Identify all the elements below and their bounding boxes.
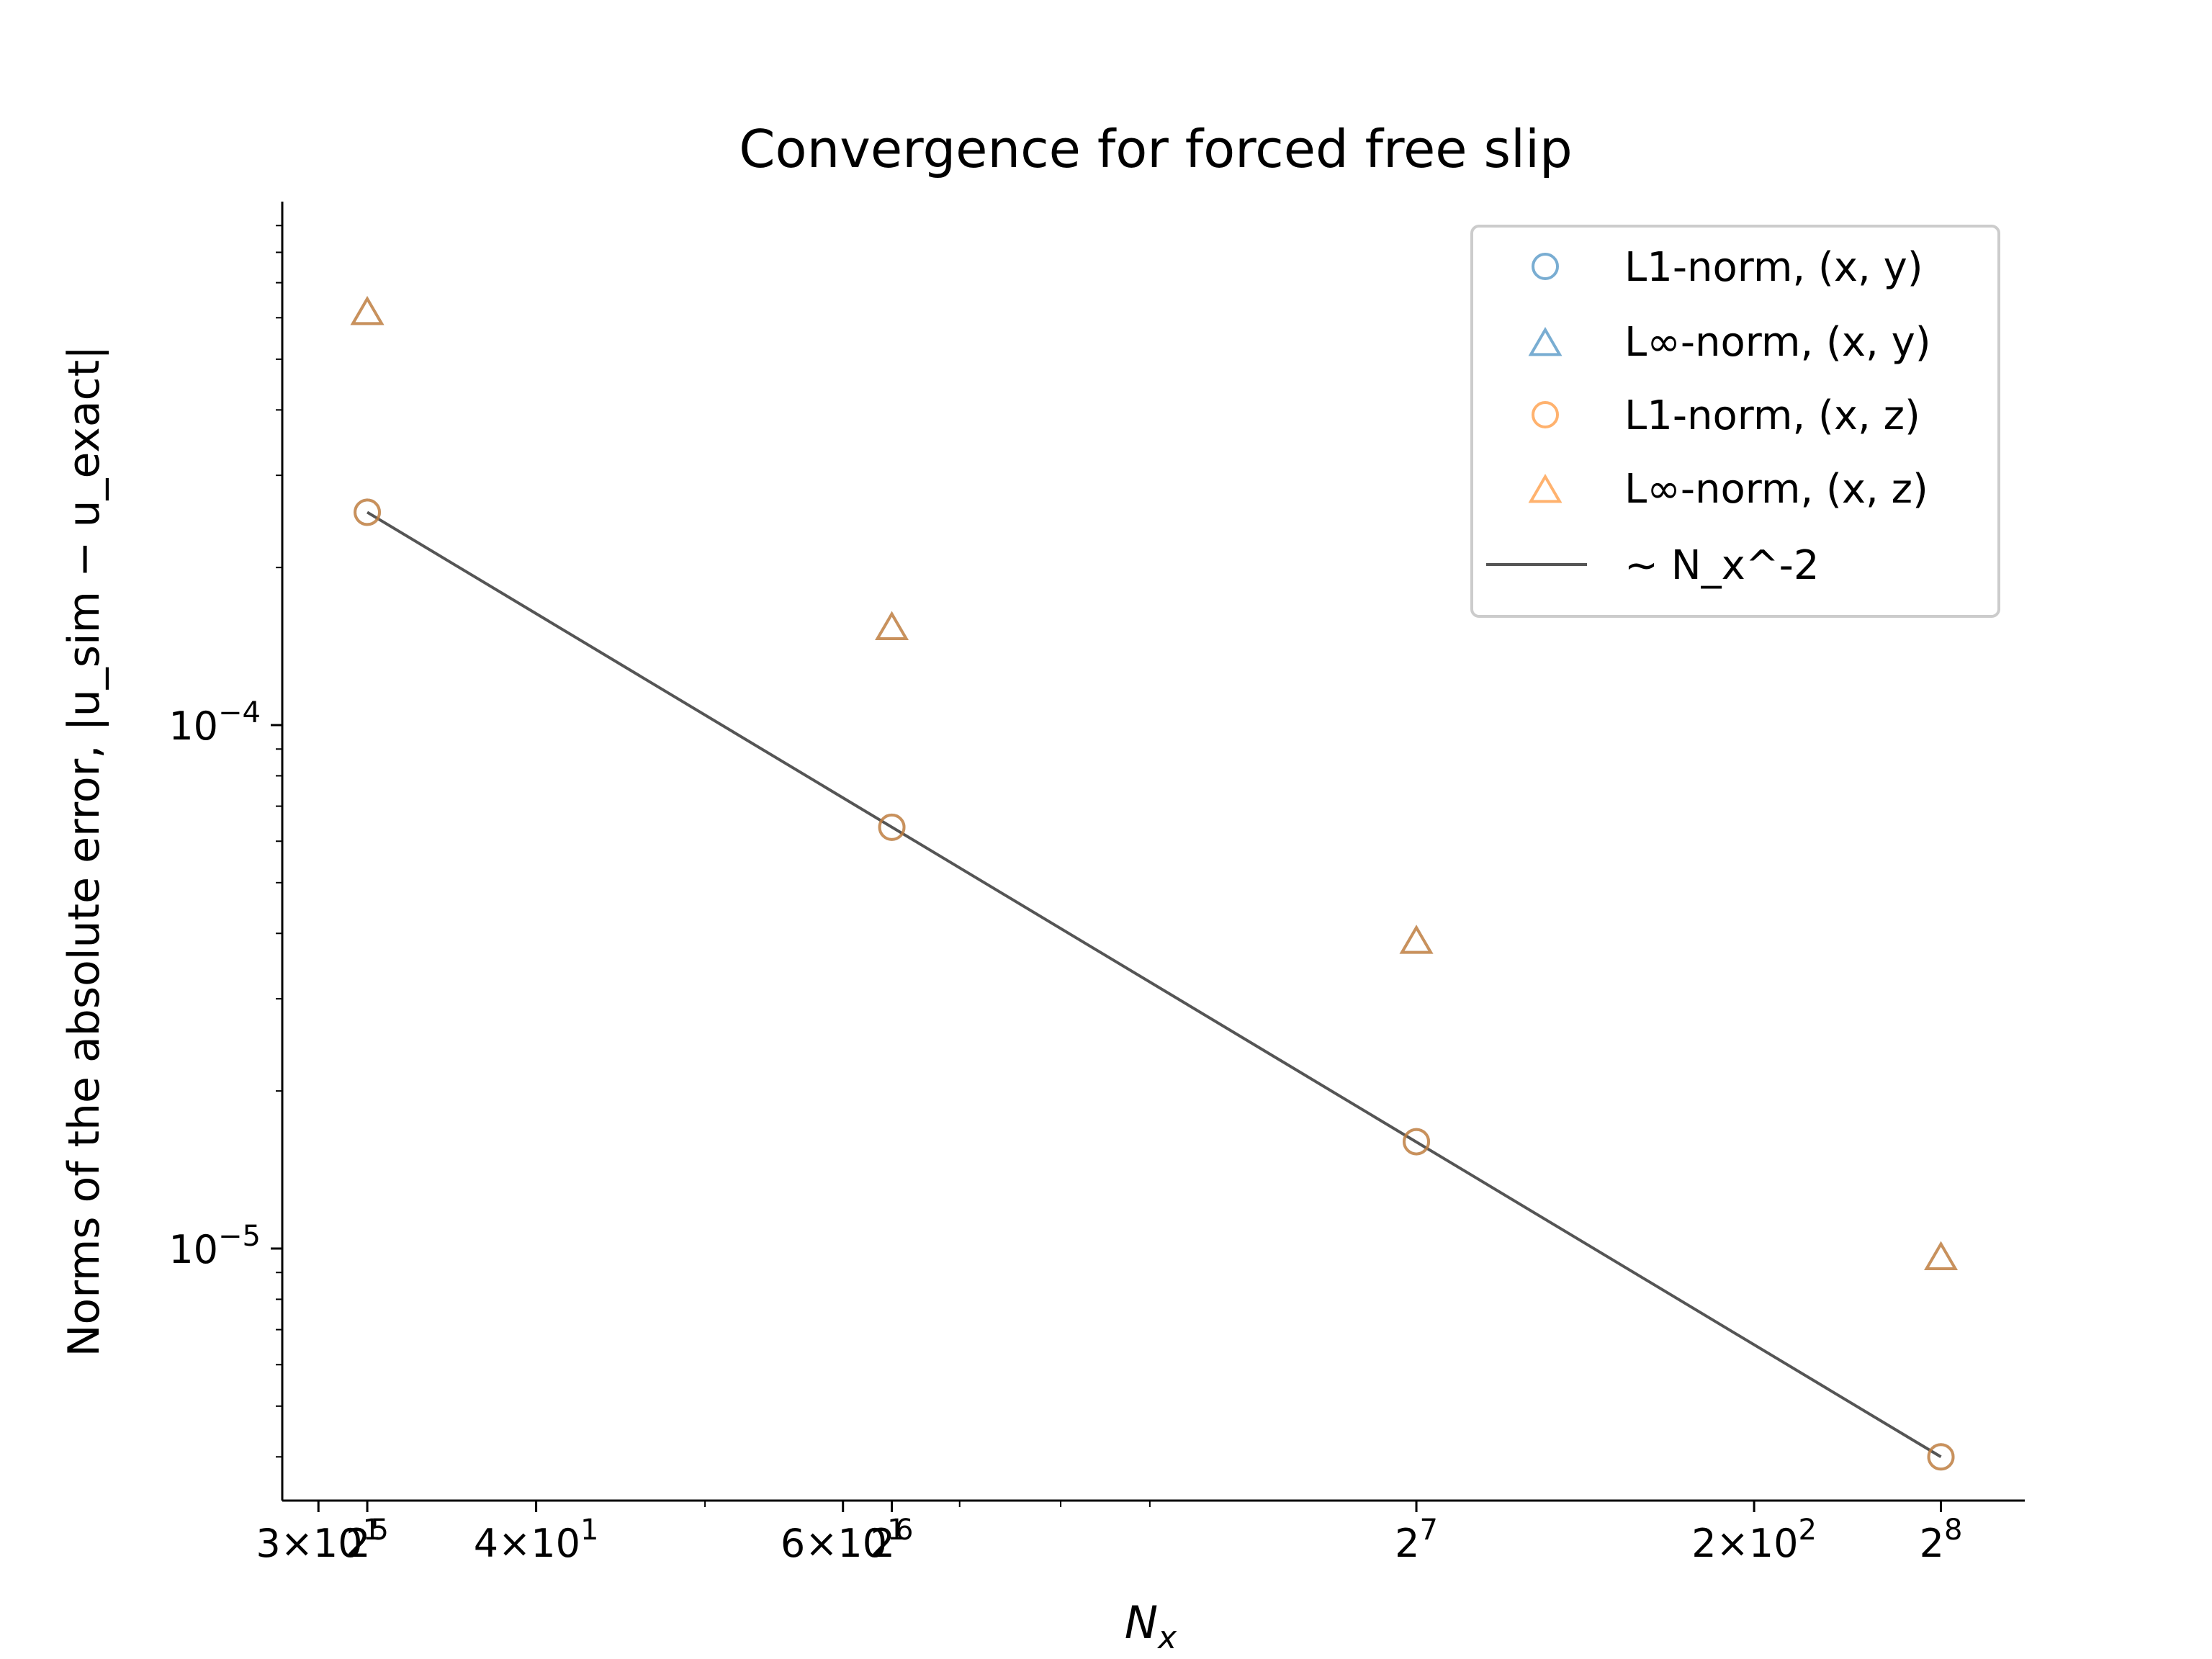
x-tick-label: 2×102: [1691, 1514, 1817, 1566]
x-tick-label-base: 2: [346, 1521, 370, 1566]
marker-triangle-series-3: [1924, 1241, 1959, 1270]
x-axis-label-sub: x: [1156, 1619, 1177, 1656]
legend-label: ~ N_x^-2: [1624, 542, 1820, 589]
x-tick-label: 4×101: [474, 1514, 599, 1566]
y-axis-label: Norms of the absolute error, |u_sim − u_…: [59, 346, 109, 1357]
legend-box: [1470, 225, 2000, 618]
marker-triangle-series-3: [350, 295, 385, 325]
reference-line-nx-minus-2: [367, 511, 1942, 1458]
x-tick-label-times: ×10: [805, 1521, 887, 1566]
y-tick-label-exp: −4: [218, 696, 261, 729]
x-tick-label-mantissa: 2: [1691, 1521, 1716, 1566]
chart-title: Convergence for forced free slip: [739, 119, 1572, 179]
legend-label: L∞-norm, (x, y): [1624, 319, 1931, 366]
marker-circle-series-2: [1403, 1128, 1431, 1156]
y-tick-label: 10−5: [168, 1220, 261, 1272]
x-tick-label-times: ×10: [498, 1521, 580, 1566]
x-tick-label-mantissa: 4: [474, 1521, 498, 1566]
x-tick-label: 6×101: [781, 1514, 906, 1566]
x-tick-label-base: 2: [871, 1521, 895, 1566]
plot-area: [367, 511, 1942, 1458]
x-tick-label: 28: [1920, 1514, 1963, 1566]
x-axis-label: Nx: [1125, 1596, 1177, 1656]
marker-circle-series-2: [1927, 1443, 1955, 1471]
legend-label: L∞-norm, (x, z): [1624, 466, 1928, 513]
x-tick-label: 27: [1395, 1514, 1438, 1566]
legend-label: L1-norm, (x, y): [1624, 244, 1923, 291]
y-axis-ticks: 10−410−5: [168, 225, 282, 1458]
x-tick-label-exp: 6: [895, 1514, 913, 1547]
x-tick-label-times: ×10: [281, 1521, 363, 1566]
y-tick-label-exp: −5: [218, 1220, 261, 1253]
x-tick-label-mantissa: 3: [256, 1521, 280, 1566]
marker-triangle-series-3: [1399, 925, 1434, 954]
legend: L1-norm, (x, y) L∞-norm, (x, y) L1-norm, (…: [1470, 225, 2000, 618]
y-tick-label-base: 10: [168, 703, 218, 749]
legend-marker-circle: [1532, 401, 1559, 428]
legend-marker-circle: [1532, 253, 1559, 280]
data-markers: [350, 295, 1959, 1471]
legend-label: L1-norm, (x, z): [1624, 392, 1920, 439]
x-tick-label: 25: [346, 1514, 389, 1566]
x-tick-label-exp: 2: [1799, 1514, 1817, 1547]
x-tick-label-exp: 8: [1944, 1514, 1962, 1547]
x-tick-label-mantissa: 6: [781, 1521, 805, 1566]
legend-marker-triangle: [1528, 327, 1563, 356]
y-tick-label-base: 10: [168, 1227, 218, 1272]
x-tick-label-exp: 5: [371, 1514, 389, 1547]
x-tick-label: 3×101: [256, 1514, 381, 1566]
x-tick-label-base: 2: [1395, 1521, 1419, 1566]
marker-triangle-series-3: [875, 611, 909, 641]
x-tick-label-exp: 1: [887, 1514, 905, 1547]
x-tick-label-exp: 7: [1419, 1514, 1437, 1547]
marker-circle-series-2: [354, 498, 382, 526]
x-tick-label-times: ×10: [1717, 1521, 1799, 1566]
x-tick-label-exp: 1: [363, 1514, 381, 1547]
x-axis-label-main: N: [1125, 1596, 1158, 1649]
y-tick-label: 10−4: [168, 696, 261, 749]
x-tick-label-base: 2: [1920, 1521, 1944, 1566]
marker-circle-series-2: [878, 813, 906, 841]
x-tick-label-exp: 1: [580, 1514, 598, 1547]
legend-marker-triangle: [1528, 474, 1563, 503]
x-tick-label: 26: [871, 1514, 914, 1566]
